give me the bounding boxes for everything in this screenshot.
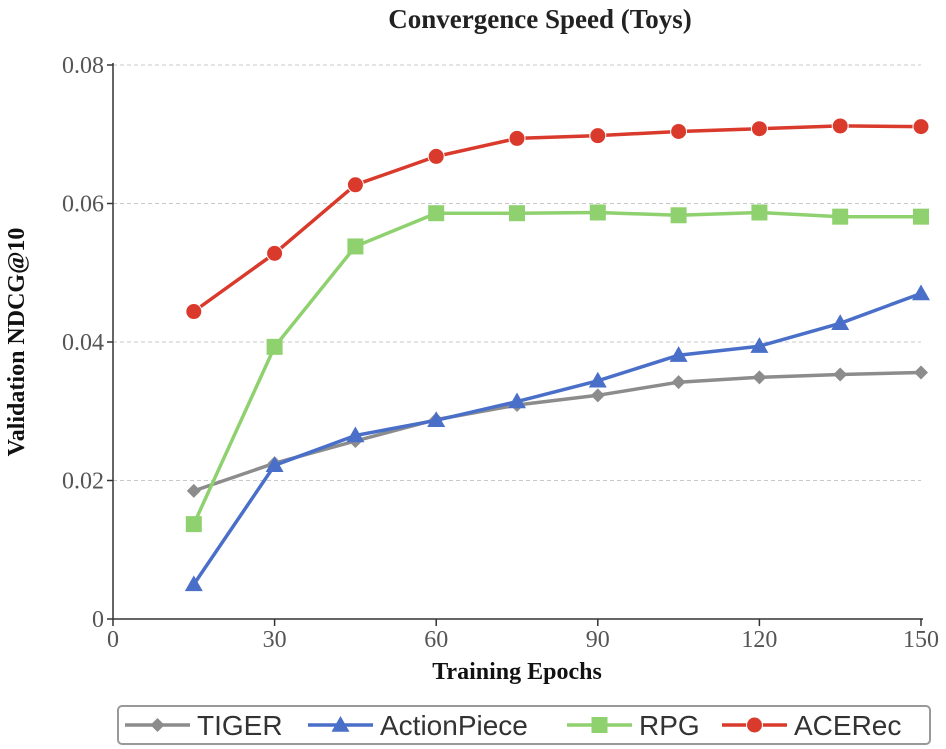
x-tick-label-5: 150 (903, 627, 939, 653)
series-line-rpg (192, 210, 921, 525)
series-actionpiece (184, 284, 930, 592)
y-tick-label-4: 0.08 (62, 53, 104, 79)
legend-marker-tiger (150, 718, 165, 732)
point-acerec-0 (185, 303, 203, 321)
point-acerec-2 (346, 176, 364, 194)
legend-box (117, 705, 931, 745)
point-tiger-7 (752, 370, 767, 385)
x-tick-label-2: 60 (424, 627, 448, 653)
point-tiger-5 (590, 388, 605, 403)
point-tiger-6 (671, 375, 686, 390)
y-axis-ticks: 0 0.02 0.04 0.06 0.08 (62, 53, 113, 633)
point-rpg-1 (266, 338, 283, 355)
y-tick-label-2: 0.04 (62, 330, 104, 356)
point-acerec-1 (266, 244, 284, 262)
series-line-actionpiece (192, 291, 922, 586)
y-tick-label-1: 0.02 (62, 469, 104, 495)
series-acerec (185, 117, 930, 321)
point-tiger-0 (186, 483, 201, 498)
legend-label-actionpiece: ActionPiece (380, 710, 528, 741)
legend-marker-actionpiece (331, 716, 350, 732)
point-acerec-7 (750, 120, 768, 138)
legend-item-actionpiece: ActionPiece (308, 710, 528, 741)
point-actionpiece-6 (669, 346, 688, 362)
point-actionpiece-2 (346, 426, 365, 443)
point-actionpiece-4 (508, 392, 526, 409)
point-acerec-9 (912, 118, 930, 136)
legend-label-acerec: ACERec (794, 710, 901, 741)
point-rpg-7 (751, 204, 768, 221)
point-rpg-6 (670, 207, 687, 224)
legend-label-tiger: TIGER (197, 710, 283, 741)
grid-lines (113, 64, 921, 481)
point-rpg-4 (509, 205, 525, 222)
legend-label-rpg: RPG (639, 710, 700, 741)
point-rpg-9 (913, 208, 929, 225)
point-acerec-8 (831, 117, 849, 135)
x-axis-ticks: 0 30 60 90 120 150 (107, 619, 939, 653)
y-tick-label-3: 0.06 (62, 192, 104, 218)
x-tick-label-4: 120 (741, 627, 777, 653)
x-tick-label-3: 90 (586, 627, 610, 653)
point-actionpiece-5 (588, 371, 607, 388)
point-acerec-3 (427, 147, 445, 165)
series-line-acerec (192, 124, 922, 313)
chart-title: Convergence Speed (Toys) (388, 4, 692, 34)
point-actionpiece-1 (265, 456, 284, 473)
legend-item-tiger: TIGER (125, 710, 283, 741)
y-axis-label: Validation NDCG@10 (4, 228, 30, 457)
point-actionpiece-0 (184, 575, 203, 592)
legend-item-rpg: RPG (567, 710, 700, 741)
point-acerec-6 (670, 122, 688, 140)
point-tiger-8 (833, 367, 848, 382)
legend: TIGER ActionPiece RPG ACERec (117, 705, 931, 745)
point-rpg-0 (185, 516, 202, 533)
point-acerec-5 (589, 127, 607, 145)
point-rpg-5 (589, 204, 606, 221)
series-tiger (186, 365, 928, 498)
point-rpg-8 (832, 208, 849, 225)
x-tick-label-1: 30 (263, 627, 287, 653)
point-actionpiece-3 (427, 411, 446, 428)
x-axis-label: Training Epochs (432, 659, 602, 685)
point-rpg-2 (347, 238, 364, 255)
point-rpg-3 (428, 205, 445, 222)
legend-marker-acerec (746, 716, 763, 734)
point-tiger-9 (914, 365, 928, 380)
point-actionpiece-7 (750, 337, 769, 353)
series-rpg (185, 204, 929, 533)
y-tick-label-0: 0 (92, 607, 104, 633)
x-tick-label-0: 0 (107, 627, 119, 653)
legend-item-acerec: ACERec (722, 710, 901, 741)
point-actionpiece-8 (831, 314, 850, 331)
legend-marker-rpg (591, 717, 608, 733)
point-actionpiece-9 (912, 284, 930, 301)
axes (112, 63, 923, 620)
point-acerec-4 (508, 129, 526, 147)
series-layer (184, 117, 930, 592)
